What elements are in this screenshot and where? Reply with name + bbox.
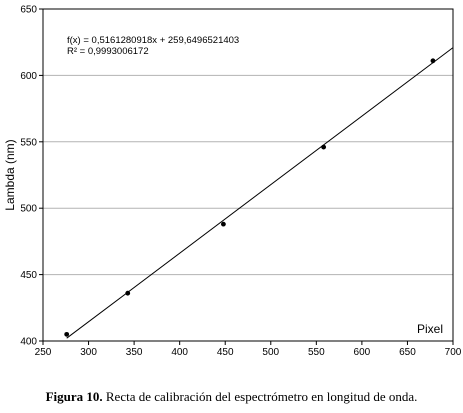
- data-point: [221, 221, 226, 227]
- grid-lines: [43, 74, 453, 276]
- equation-annotation: f(x) = 0,5161280918x + 259,6496521403: [67, 35, 239, 46]
- x-tick-label: 400: [171, 347, 188, 358]
- trendline-layer: [66, 47, 454, 339]
- y-axis-ticks: 400 450 500 550 600 650: [20, 5, 43, 348]
- y-tick-label: 400: [20, 337, 37, 348]
- x-tick-label: 650: [399, 347, 416, 358]
- figure-caption-text: Recta de calibración del espectrómetro e…: [102, 389, 418, 404]
- x-tick-label: 450: [217, 347, 234, 358]
- x-axis-label: Pixel: [417, 322, 443, 336]
- y-tick-label: 650: [20, 5, 37, 16]
- plot-area-frame: [42, 8, 454, 342]
- x-tick-label: 300: [80, 347, 97, 358]
- y-tick-label: 550: [20, 137, 37, 148]
- x-tick-label: 550: [308, 347, 325, 358]
- figure-caption: Figura 10. Recta de calibración del espe…: [0, 389, 463, 405]
- r-squared-annotation: R² = 0,9993006172: [67, 46, 149, 57]
- y-tick-label: 500: [20, 204, 37, 215]
- data-point: [64, 331, 70, 337]
- x-axis-ticks: 250 300 350 400 450 500 550 600 650 700: [35, 341, 462, 358]
- chart: 400 450 500 550 600 650 250 300 350 400 450 500 550…: [3, 5, 462, 359]
- x-tick-label: 250: [35, 347, 52, 358]
- y-tick-label: 450: [20, 270, 37, 281]
- y-axis-label: Lambda (nm): [3, 139, 17, 210]
- figure-caption-label: Figura 10.: [45, 389, 103, 404]
- y-tick-label: 600: [20, 71, 37, 82]
- x-tick-label: 500: [262, 347, 279, 358]
- x-tick-label: 600: [354, 347, 371, 358]
- x-tick-label: 350: [126, 347, 143, 358]
- data-points: [64, 58, 436, 337]
- x-tick-label: 700: [445, 347, 462, 358]
- data-point: [321, 144, 327, 150]
- trendline: [66, 47, 454, 339]
- data-point: [430, 58, 436, 64]
- data-point: [125, 290, 131, 296]
